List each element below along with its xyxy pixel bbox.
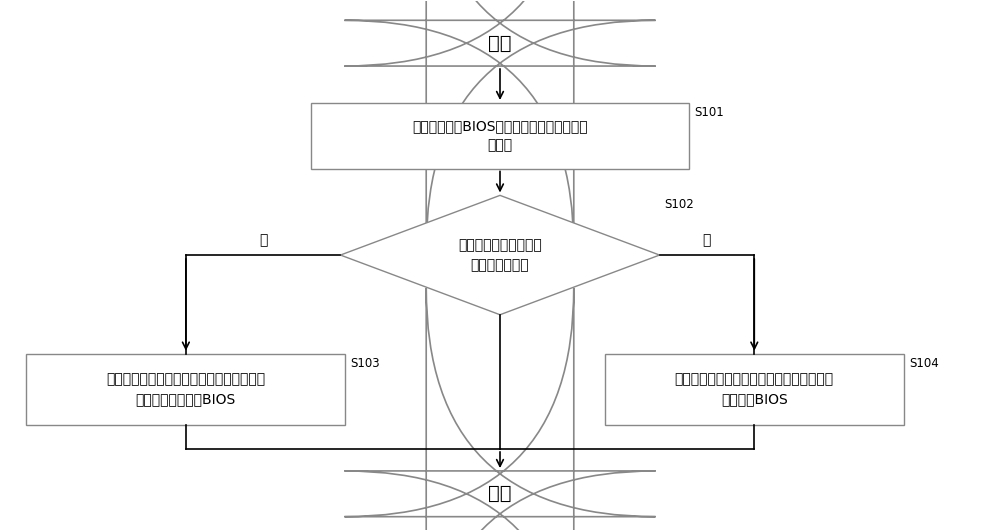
Text: 当接收到所述BIOS的启动指令时，读取内存
选项值: 当接收到所述BIOS的启动指令时，读取内存 选项值 bbox=[412, 119, 588, 152]
Text: 判断所述内存选项值是
否为第一预设值: 判断所述内存选项值是 否为第一预设值 bbox=[458, 238, 542, 272]
Text: 同时保留每个通道上的第一内存条和第二内
存条，并启动所述BIOS: 同时保留每个通道上的第一内存条和第二内 存条，并启动所述BIOS bbox=[106, 373, 265, 406]
Text: S104: S104 bbox=[909, 356, 939, 370]
Bar bbox=[605, 354, 904, 425]
Text: 否: 否 bbox=[703, 233, 711, 247]
Text: S102: S102 bbox=[665, 199, 694, 211]
Text: S103: S103 bbox=[350, 356, 380, 370]
Text: 结束: 结束 bbox=[488, 484, 512, 503]
Text: 是: 是 bbox=[259, 233, 267, 247]
Text: S101: S101 bbox=[694, 106, 724, 119]
Bar bbox=[26, 354, 345, 425]
Text: 开始: 开始 bbox=[488, 33, 512, 53]
Bar bbox=[311, 103, 689, 168]
Polygon shape bbox=[340, 195, 660, 315]
FancyBboxPatch shape bbox=[344, 288, 656, 531]
FancyBboxPatch shape bbox=[344, 0, 656, 249]
Text: 将每个所述通道上的所述第二内存条关闭后
启动所述BIOS: 将每个所述通道上的所述第二内存条关闭后 启动所述BIOS bbox=[675, 373, 834, 406]
